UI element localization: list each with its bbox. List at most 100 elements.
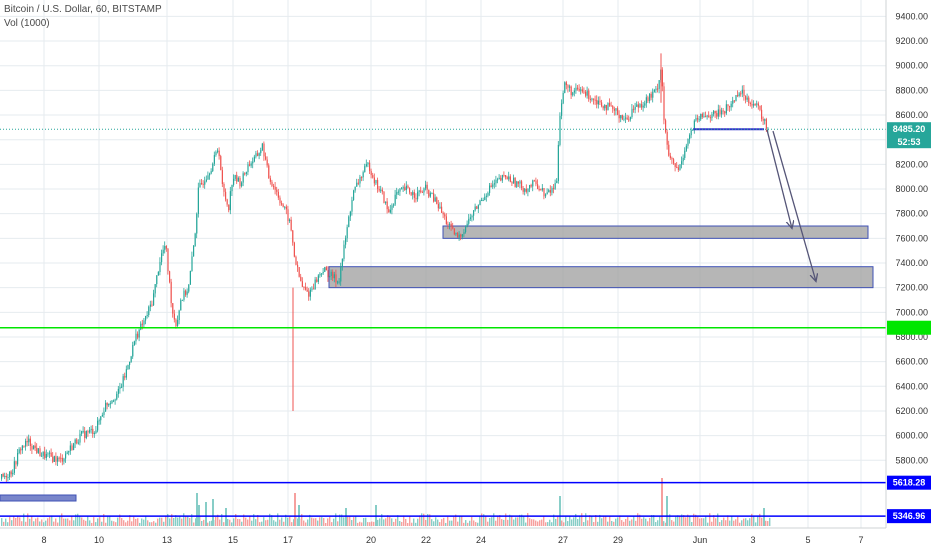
volume-bar <box>597 521 599 526</box>
volume-bar <box>763 508 765 526</box>
volume-bar <box>115 522 117 526</box>
candle-body <box>556 181 558 184</box>
candle-body <box>372 175 374 178</box>
candle-body <box>548 190 550 193</box>
candle-body <box>740 93 742 95</box>
volume-bar <box>347 516 349 526</box>
candle-body <box>273 185 275 187</box>
candle-body <box>689 135 691 140</box>
volume-bar <box>769 517 771 526</box>
volume-bar <box>319 517 321 526</box>
volume-bar <box>309 514 311 526</box>
volume-bar <box>205 502 207 526</box>
volume-bar <box>219 519 221 526</box>
volume-bar <box>403 515 405 526</box>
volume-bar <box>301 514 303 526</box>
candle-body <box>25 440 27 447</box>
candle-body <box>212 163 214 172</box>
candle-body <box>757 103 759 106</box>
volume-bar <box>212 499 214 526</box>
candle-body <box>36 447 38 453</box>
x-tick-label: Jun <box>693 535 708 545</box>
candle-body <box>578 88 580 91</box>
candle-body <box>538 189 540 191</box>
candle-body <box>741 89 743 94</box>
candle-body <box>633 108 635 110</box>
volume-bar <box>281 517 283 526</box>
candle-body <box>405 185 407 191</box>
candle-body <box>130 356 132 362</box>
volume-bar <box>699 518 701 526</box>
candle-body <box>492 184 494 187</box>
candle-body <box>177 320 179 326</box>
volume-bar <box>531 519 533 526</box>
candle-body <box>229 191 231 211</box>
candle-body <box>164 246 166 250</box>
volume-bar <box>729 520 731 526</box>
level-price-tag-bg <box>887 320 931 335</box>
volume-bar <box>413 518 415 526</box>
volume-bar <box>395 518 397 526</box>
candle-body <box>621 115 623 120</box>
volume-bar <box>323 518 325 526</box>
volume-bar <box>43 522 45 526</box>
volume-bar <box>519 514 521 526</box>
volume-bar <box>681 514 683 526</box>
candle-body <box>215 151 217 156</box>
candle-body <box>138 329 140 338</box>
x-tick-label: 20 <box>366 535 376 545</box>
volume-bar <box>15 518 17 526</box>
candle-body <box>146 315 148 317</box>
candle-body <box>218 150 220 157</box>
candle-body <box>714 110 716 114</box>
candle-body <box>242 173 244 183</box>
volume-bar <box>663 521 665 526</box>
volume-bar <box>627 517 629 526</box>
candle-body <box>540 189 542 191</box>
volume-bar <box>123 520 125 526</box>
volume-bar <box>163 521 165 526</box>
y-tick-label: 5800.00 <box>895 455 928 465</box>
candle-body <box>631 108 633 118</box>
volume-bar <box>615 518 617 526</box>
volume-bar <box>291 522 293 526</box>
volume-bar <box>501 519 503 526</box>
candle-body <box>61 457 63 462</box>
candle-body <box>333 274 335 279</box>
candle-body <box>300 276 302 282</box>
volume-bar <box>577 519 579 526</box>
candle-body <box>653 89 655 92</box>
volume-bar <box>453 516 455 526</box>
candle-body <box>269 178 271 182</box>
candle-body <box>263 143 265 157</box>
volume-bar <box>666 496 668 526</box>
volume-bar <box>79 515 81 526</box>
volume-bar <box>5 518 7 526</box>
candle-body <box>737 95 739 97</box>
volume-bar <box>497 516 499 526</box>
x-tick-label: 8 <box>41 535 46 545</box>
y-tick-label: 8000.00 <box>895 184 928 194</box>
level-price-tag: 5618.28 <box>893 478 926 488</box>
candle-body <box>282 204 284 207</box>
candle-body <box>153 293 155 306</box>
volume-bar <box>355 516 357 526</box>
volume-bar <box>337 521 339 526</box>
candle-body <box>420 190 422 192</box>
volume-bar <box>117 517 119 526</box>
volume-bar <box>55 518 57 526</box>
volume-bar <box>419 515 421 526</box>
candle-body <box>351 199 353 212</box>
candle-body <box>545 194 547 197</box>
volume-bar <box>685 517 687 526</box>
candle-body <box>308 291 310 297</box>
candle-body <box>407 185 409 189</box>
candle-body <box>29 438 31 446</box>
candle-body <box>165 246 167 249</box>
candle-body <box>386 201 388 210</box>
x-tick-label: 3 <box>750 535 755 545</box>
candle-body <box>71 445 73 450</box>
candle-body <box>764 119 766 121</box>
volume-bar <box>217 514 219 526</box>
